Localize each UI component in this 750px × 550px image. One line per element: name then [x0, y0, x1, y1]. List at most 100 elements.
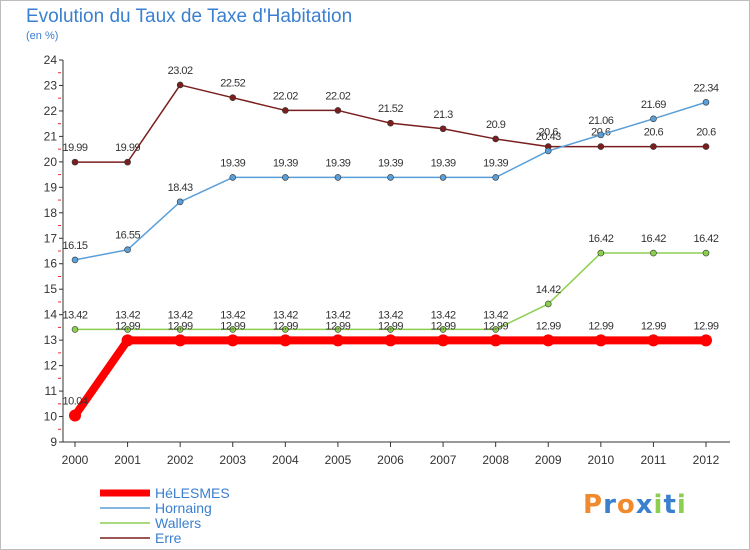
data-point: [437, 334, 450, 347]
data-point: [542, 334, 555, 347]
y-tick-label: 11: [45, 384, 58, 398]
data-label: 16.15: [62, 240, 87, 252]
data-label: 12.99: [693, 320, 718, 332]
data-point: [597, 143, 605, 150]
data-label: 21.52: [378, 103, 403, 115]
data-point: [229, 326, 237, 333]
data-label: 20.6: [539, 127, 559, 139]
data-point: [384, 334, 397, 347]
data-point: [700, 334, 712, 347]
data-label: 12.99: [220, 320, 245, 332]
data-label: 13.42: [62, 309, 87, 321]
y-tick-label: 9: [50, 435, 57, 449]
y-tick-label: 19: [44, 180, 58, 194]
data-point: [229, 94, 237, 101]
data-label: 18.43: [168, 182, 193, 194]
data-label: 12.99: [641, 320, 666, 332]
data-point: [71, 326, 79, 333]
data-point: [334, 174, 342, 181]
data-point: [331, 334, 344, 347]
data-point: [650, 115, 657, 123]
y-tick-label: 24: [44, 53, 58, 67]
legend-label: Erre: [155, 530, 182, 546]
data-label: 12.99: [273, 320, 298, 332]
data-label: 12.99: [431, 320, 456, 332]
chart-title: Evolution du Taux de Taxe d'Habitation: [26, 6, 353, 27]
y-tick-label: 13: [44, 333, 58, 347]
data-point: [282, 107, 289, 114]
chart-subtitle: (en %): [26, 30, 59, 42]
data-label: 16.42: [588, 233, 613, 245]
data-point: [174, 334, 187, 347]
data-point: [439, 174, 447, 181]
series-line-0: [71, 336, 706, 418]
data-point: [71, 256, 79, 264]
data-label: 12.99: [483, 320, 508, 332]
data-label: 13.42: [115, 309, 140, 321]
x-tick-label: 2003: [219, 453, 246, 467]
data-point: [387, 119, 394, 127]
x-tick-label: 2011: [641, 453, 667, 467]
data-label: 19.99: [62, 142, 87, 154]
data-point: [124, 158, 131, 166]
data-label: 22.02: [325, 90, 350, 102]
x-tick-label: 2009: [535, 453, 562, 467]
data-label: 21.06: [588, 115, 613, 127]
data-label: 22.34: [693, 82, 718, 94]
y-tick-label: 16: [44, 257, 58, 271]
data-point: [647, 334, 660, 347]
data-point: [71, 158, 79, 166]
data-point: [702, 249, 710, 257]
data-label: 20.9: [486, 119, 506, 131]
data-point: [439, 326, 447, 333]
x-tick-label: 2000: [62, 453, 89, 467]
x-tick-label: 2006: [377, 453, 404, 467]
y-tick-label: 12: [44, 359, 58, 373]
data-point: [492, 174, 499, 181]
data-label: 12.99: [378, 320, 403, 332]
data-point: [650, 249, 657, 257]
data-point: [124, 246, 131, 254]
data-label: 16.42: [641, 233, 666, 245]
data-label: 16.55: [115, 230, 140, 242]
data-point: [597, 249, 605, 257]
data-label: 13.42: [378, 309, 403, 321]
logo-letter: P: [583, 490, 604, 520]
data-point: [439, 125, 447, 133]
data-point: [489, 334, 502, 347]
x-tick-label: 2002: [167, 453, 194, 467]
data-label: 10.04: [62, 396, 87, 408]
data-label: 22.52: [220, 78, 245, 90]
data-label: 13.42: [431, 309, 456, 321]
data-label: 13.42: [325, 309, 350, 321]
data-label: 21.3: [433, 109, 453, 121]
data-point: [69, 409, 81, 422]
y-tick-label: 17: [44, 231, 58, 245]
y-tick-label: 15: [44, 282, 58, 296]
data-point: [492, 326, 499, 333]
x-tick-label: 2005: [325, 453, 352, 467]
data-label: 20.6: [696, 127, 716, 139]
data-label: 19.39: [273, 157, 298, 169]
data-point: [702, 98, 710, 106]
legend-label: HéLESMES: [155, 485, 230, 501]
data-label: 12.99: [168, 320, 193, 332]
data-label: 14.42: [536, 284, 561, 296]
data-label: 19.39: [220, 157, 245, 169]
data-point: [176, 198, 184, 206]
data-label: 22.02: [273, 90, 298, 102]
legend-label: Hornaing: [155, 500, 212, 516]
data-point: [650, 143, 657, 150]
data-point: [387, 326, 394, 333]
data-label: 23.02: [168, 65, 193, 77]
data-label: 13.42: [273, 309, 298, 321]
data-point: [334, 326, 342, 333]
data-point: [702, 143, 710, 150]
data-label: 19.39: [378, 157, 403, 169]
logo-letter: t: [663, 490, 677, 520]
logo-letter: i: [653, 490, 664, 520]
data-point: [594, 334, 607, 347]
x-tick-label: 2004: [272, 453, 299, 467]
